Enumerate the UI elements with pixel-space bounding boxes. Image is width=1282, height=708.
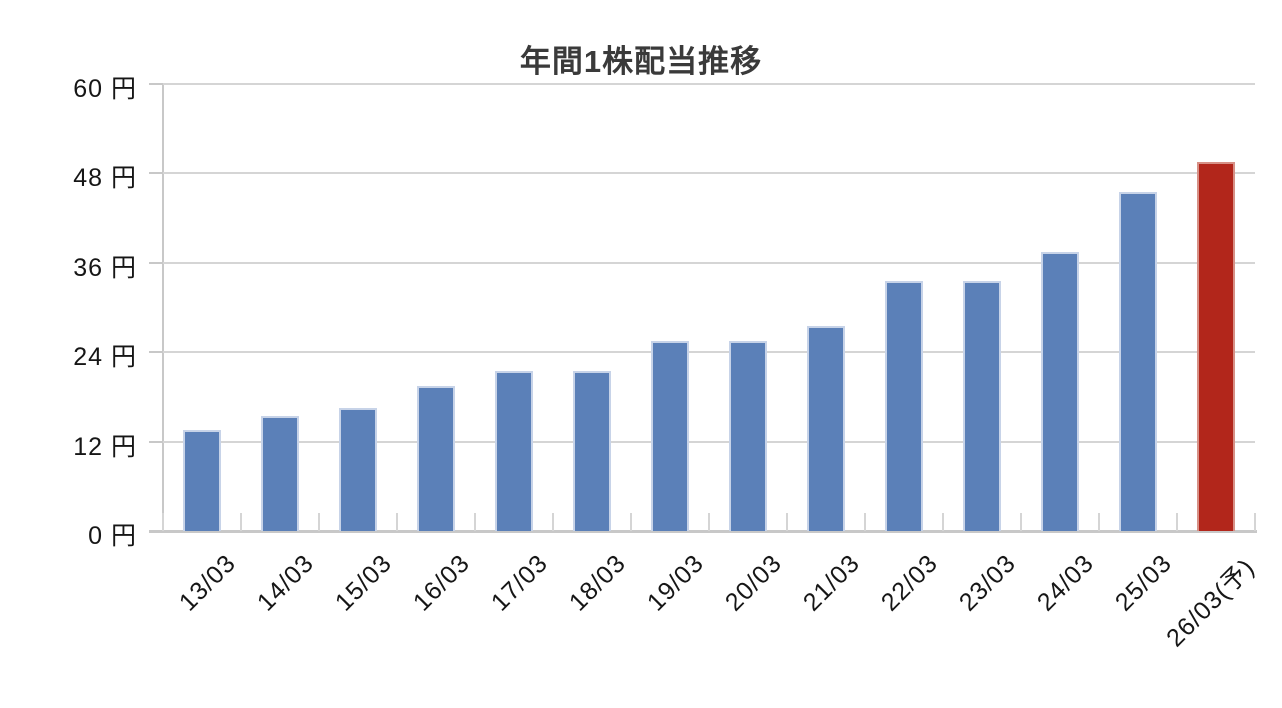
- x-axis-tick: [1098, 513, 1100, 531]
- gridline: [163, 261, 1255, 264]
- gridline: [163, 83, 1255, 85]
- x-axis-tick: [1020, 513, 1022, 531]
- x-axis-label: 25/03: [1110, 549, 1178, 617]
- y-axis-label: 24 円: [73, 343, 137, 372]
- x-axis-tick: [1254, 513, 1256, 531]
- plot-area: 13/03 14/03 15/03 16/03 17/03 18/03 19/03 20/03…: [149, 83, 1260, 652]
- y-axis-label: 12 円: [73, 432, 137, 461]
- x-axis-tick: [240, 513, 242, 531]
- x-axis-label: 17/03: [486, 549, 554, 617]
- x-axis-tick: [162, 513, 164, 531]
- bar: [807, 326, 845, 531]
- x-axis-label: 22/03: [876, 549, 944, 617]
- x-axis-label: 18/03: [564, 549, 632, 617]
- x-axis-label: 20/03: [720, 549, 788, 617]
- bar: [261, 415, 299, 531]
- bar: [729, 341, 767, 531]
- gridline: [163, 172, 1255, 175]
- y-axis-label: 60 円: [73, 75, 137, 103]
- bar: [1119, 192, 1157, 531]
- y-axis-line: [162, 84, 164, 531]
- x-axis-label: 19/03: [642, 549, 710, 617]
- gridline: [163, 351, 1255, 354]
- x-axis-tick: [864, 513, 866, 531]
- x-axis-label: 23/03: [954, 549, 1022, 617]
- x-axis-tick: [552, 513, 554, 531]
- x-axis-tick: [942, 513, 944, 531]
- y-axis-labels: 0 円 12 円 24 円 36 円 48 円 60 円: [0, 75, 137, 550]
- y-axis-tick: [149, 261, 163, 264]
- x-axis-tick: [396, 513, 398, 531]
- y-axis-tick: [149, 530, 163, 532]
- y-axis-label: 36 円: [73, 253, 137, 282]
- bar: [417, 385, 455, 531]
- x-axis-label: 16/03: [408, 549, 476, 617]
- y-axis-label: 0 円: [88, 522, 137, 550]
- x-axis-tick: [318, 513, 320, 531]
- x-axis-tick: [1176, 513, 1178, 531]
- bar: [885, 281, 923, 531]
- y-axis-tick: [149, 440, 163, 443]
- y-axis-tick: [149, 172, 163, 175]
- bar: [573, 370, 611, 531]
- x-axis-tick: [474, 513, 476, 531]
- x-axis-tick: [708, 513, 710, 531]
- bar: [339, 408, 377, 531]
- x-axis-line: [149, 530, 1257, 533]
- x-axis-label: 14/03: [252, 549, 320, 617]
- x-axis-label: 15/03: [330, 549, 398, 617]
- bar: [963, 281, 1001, 531]
- bar: [495, 370, 533, 531]
- x-axis-label: 21/03: [798, 549, 866, 617]
- y-axis-label: 48 円: [73, 164, 137, 193]
- y-axis-tick: [149, 351, 163, 354]
- chart-title: 年間1株配当推移: [519, 44, 763, 79]
- x-axis-label: 13/03: [174, 549, 242, 617]
- bar: [183, 430, 221, 531]
- bar: [1041, 251, 1079, 531]
- bar-forecast: [1197, 162, 1235, 531]
- gridline: [163, 440, 1255, 443]
- x-axis-label: 24/03: [1032, 549, 1100, 617]
- bar: [651, 341, 689, 531]
- x-axis-tick: [630, 513, 632, 531]
- y-axis-tick: [149, 83, 163, 85]
- x-axis-tick: [786, 513, 788, 531]
